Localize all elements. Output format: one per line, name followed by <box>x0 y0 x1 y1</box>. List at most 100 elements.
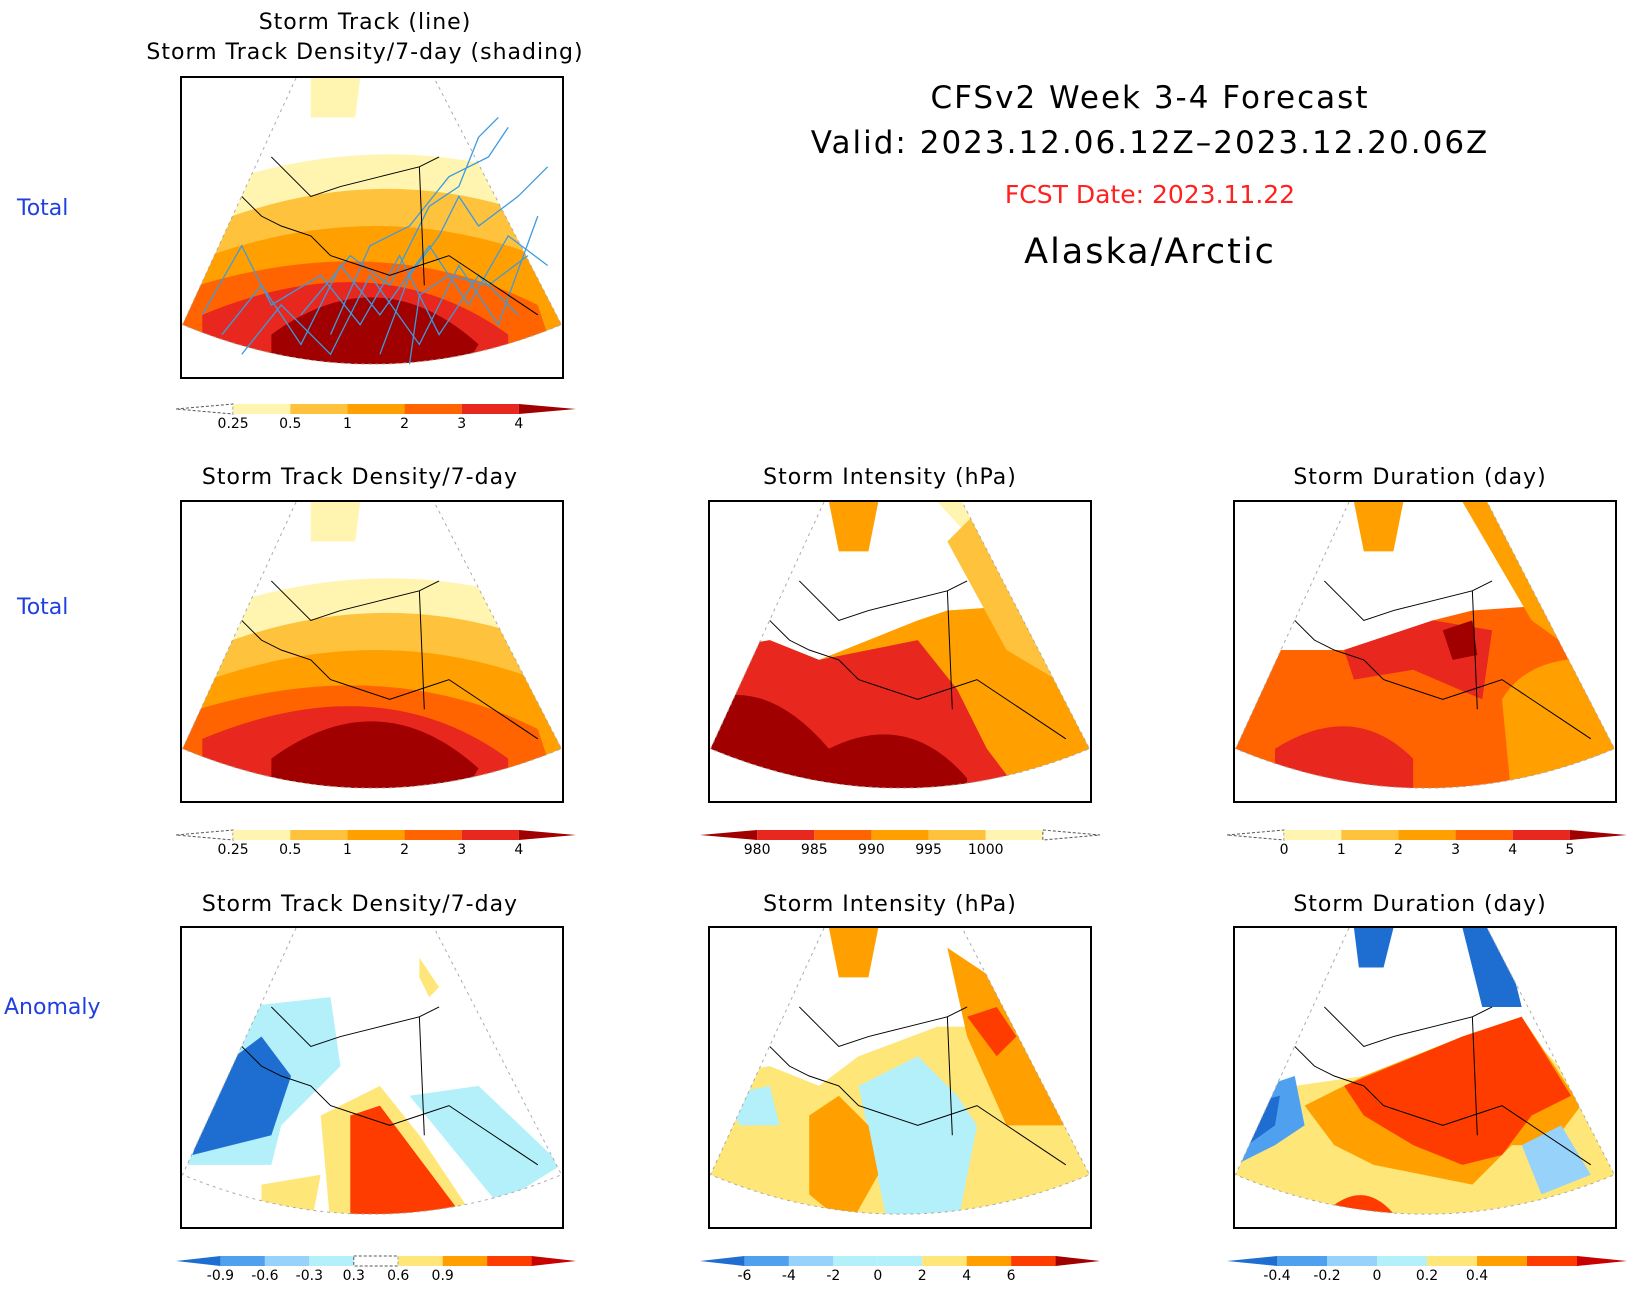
colorbar-swatch <box>404 830 462 840</box>
colorbar-swatch <box>1477 1256 1527 1266</box>
colorbar-swatch <box>518 830 576 840</box>
colorbar-svg: 980 985 990 995 1000 <box>700 829 1101 858</box>
colorbar-swatch <box>1011 1256 1056 1266</box>
colorbar-tick-label: 0.6 <box>387 1268 409 1284</box>
panel-title-intensity-total: Storm Intensity (hPa) <box>763 465 1017 490</box>
colorbar-swatch <box>757 830 815 840</box>
colorbar-swatch <box>814 830 872 840</box>
colorbar-swatch <box>1341 830 1399 840</box>
colorbar-tick-label: 0.4 <box>1466 1268 1488 1284</box>
map-intensity-total <box>708 500 1092 803</box>
map-density-total <box>180 500 564 803</box>
colorbar-swatch <box>871 830 929 840</box>
colorbar-tick-label: -0.4 <box>1263 1268 1290 1284</box>
map-duration-anomaly-svg <box>1235 928 1615 1215</box>
coastline <box>241 580 539 740</box>
colorbar-svg: 0.25 0.5 1 2 3 4 <box>175 829 576 858</box>
colorbar-tick-label: 0.25 <box>218 416 249 432</box>
colorbar-swatch <box>1455 830 1513 840</box>
colorbar-density-1: 0.25 0.5 1 2 3 4 <box>175 400 576 440</box>
colorbar-swatch <box>233 404 291 414</box>
colorbar-tick-label: 1 <box>343 416 352 432</box>
colorbar-swatch <box>1512 830 1570 840</box>
colorbar-tick-label: 0 <box>1373 1268 1382 1284</box>
colorbar-tick-label: -2 <box>826 1268 840 1284</box>
colorbar-swatch <box>404 404 462 414</box>
colorbar-tick-label: 2 <box>400 842 409 858</box>
coastline <box>241 1006 539 1166</box>
colorbar-swatch <box>175 403 234 415</box>
colorbar-swatch <box>461 404 519 414</box>
colorbar-swatch <box>442 1256 488 1266</box>
row-label-anomaly: Anomaly <box>4 995 101 1020</box>
colorbar-svg: -0.4 -0.2 0 0.2 0.4 <box>1227 1256 1627 1284</box>
colorbar-swatch <box>1569 830 1627 840</box>
colorbar-swatch <box>518 404 576 414</box>
map-intensity-anomaly <box>708 926 1092 1229</box>
map-density-anomaly-svg <box>182 928 562 1215</box>
colorbar-swatch <box>1577 1256 1627 1266</box>
colorbar-tick-label: 5 <box>1565 842 1574 858</box>
colorbar-swatch <box>1226 829 1285 841</box>
colorbar-tick-label: 0.5 <box>279 416 301 432</box>
colorbar-swatch <box>220 1256 265 1266</box>
colorbar-swatch <box>347 830 405 840</box>
forecast-date: FCST Date: 2023.11.22 <box>1004 180 1296 209</box>
colorbar-swatch <box>1377 1256 1427 1266</box>
colorbar-tick-label: 995 <box>915 842 942 858</box>
colorbar-swatch <box>233 830 291 840</box>
colorbar-swatch <box>1277 1256 1327 1266</box>
panel-title-density-total: Storm Track Density/7-day <box>201 465 519 490</box>
colorbar-swatch <box>487 1256 532 1266</box>
map-storm-track <box>180 76 564 379</box>
colorbar-tick-label: 1 <box>343 842 352 858</box>
region-label: Alaska/Arctic <box>1024 232 1276 272</box>
panel-title-duration-anomaly: Storm Duration (day) <box>1293 892 1547 917</box>
panel-title-intensity-anomaly: Storm Intensity (hPa) <box>763 892 1017 917</box>
colorbar-tick-label: 985 <box>801 842 828 858</box>
colorbar-swatch <box>700 830 758 840</box>
colorbar-svg: 0 1 2 3 4 5 <box>1226 829 1627 858</box>
colorbar-intensity-anomaly: -6 -4 -2 0 2 4 6 <box>700 1252 1100 1292</box>
colorbar-tick-label: 4 <box>962 1268 971 1284</box>
colorbar-tick-label: 4 <box>1508 842 1517 858</box>
map-duration-total <box>1233 500 1617 803</box>
valid-period: Valid: 2023.12.06.12Z–2023.12.20.06Z <box>810 125 1490 161</box>
map-density-anomaly <box>180 926 564 1229</box>
map-density-total-svg <box>182 502 562 789</box>
panel-title-track-shading: Storm Track Density/7-day (shading) <box>146 40 584 65</box>
colorbar-swatch <box>788 1256 834 1266</box>
coastline <box>241 156 539 316</box>
colorbar-tick-label: -6 <box>737 1268 751 1284</box>
colorbar-duration-anomaly: -0.4 -0.2 0 0.2 0.4 <box>1227 1252 1627 1292</box>
coastline <box>1294 580 1592 740</box>
colorbar-tick-label: 4 <box>514 416 523 432</box>
colorbar-tick-label: 0 <box>873 1268 882 1284</box>
colorbar-swatch <box>833 1256 878 1266</box>
colorbar-svg: 0.25 0.5 1 2 3 4 <box>175 403 576 432</box>
colorbar-tick-label: 3 <box>1451 842 1460 858</box>
colorbar-tick-label: -0.6 <box>251 1268 278 1284</box>
map-storm-track-svg <box>182 78 562 365</box>
colorbar-tick-label: 1 <box>1337 842 1346 858</box>
colorbar-svg: -6 -4 -2 0 2 4 6 <box>700 1256 1100 1284</box>
colorbar-swatch <box>928 830 986 840</box>
coastline <box>1294 1006 1592 1166</box>
colorbar-tick-label: 1000 <box>968 842 1004 858</box>
colorbar-swatch <box>347 404 405 414</box>
colorbar-tick-label: -0.2 <box>1313 1268 1340 1284</box>
panel-title-track-line: Storm Track (line) <box>258 10 472 35</box>
colorbar-svg: -0.9 -0.6 -0.3 0.3 0.6 0.9 <box>176 1255 576 1284</box>
colorbar-swatch <box>1398 830 1456 840</box>
colorbar-tick-label: 0.5 <box>279 842 301 858</box>
colorbar-tick-label: 4 <box>514 842 523 858</box>
colorbar-tick-label: 2 <box>918 1268 927 1284</box>
colorbar-tick-label: 2 <box>400 416 409 432</box>
colorbar-tick-label: 2 <box>1394 842 1403 858</box>
colorbar-swatch <box>309 1256 354 1266</box>
colorbar-swatch <box>922 1256 967 1266</box>
colorbar-swatch <box>1327 1256 1377 1266</box>
colorbar-tick-label: 980 <box>744 842 771 858</box>
forecast-title: CFSv2 Week 3-4 Forecast <box>930 80 1370 116</box>
colorbar-swatch <box>1284 830 1342 840</box>
